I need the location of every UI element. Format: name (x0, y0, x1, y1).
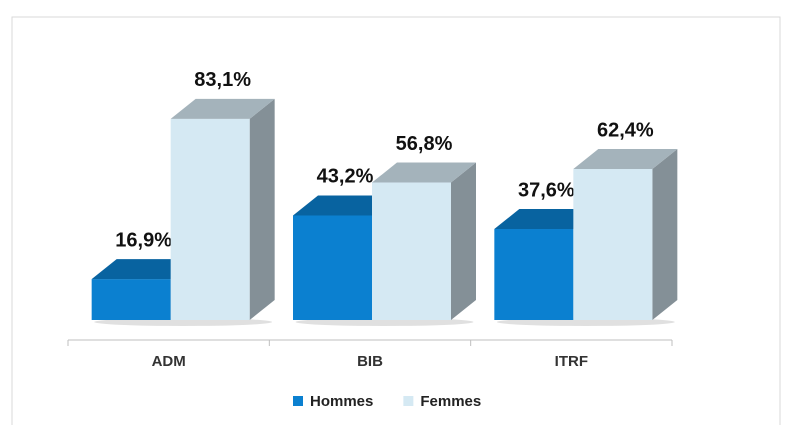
bar (494, 229, 574, 320)
bar-top (573, 148, 678, 169)
bar (91, 279, 171, 320)
x-tick-label: ITRF (555, 353, 588, 370)
x-tick-label: ADM (152, 353, 186, 370)
data-label: 43,2% (317, 166, 374, 188)
data-label: 83,1% (194, 69, 251, 91)
data-label: 16,9% (115, 229, 172, 251)
bar-top (170, 98, 275, 119)
bar-top (494, 209, 599, 230)
bar-top (293, 195, 397, 216)
bar (170, 118, 250, 320)
bar-side (451, 162, 476, 320)
legend-label: Femmes (420, 393, 481, 410)
bar-top (372, 162, 476, 183)
data-label: 37,6% (518, 179, 575, 201)
legend-swatch (293, 396, 303, 406)
bar-side (652, 148, 678, 320)
bar-top (91, 259, 196, 280)
data-label: 62,4% (597, 119, 654, 141)
x-tick-label: BIB (357, 353, 383, 370)
chart-frame (11, 16, 781, 425)
bar (372, 182, 451, 320)
bar (293, 215, 372, 320)
bar-side (249, 98, 275, 320)
bar (573, 168, 653, 320)
legend-swatch (403, 396, 414, 406)
data-label: 56,8% (396, 133, 453, 155)
legend-label: Hommes (310, 393, 373, 410)
